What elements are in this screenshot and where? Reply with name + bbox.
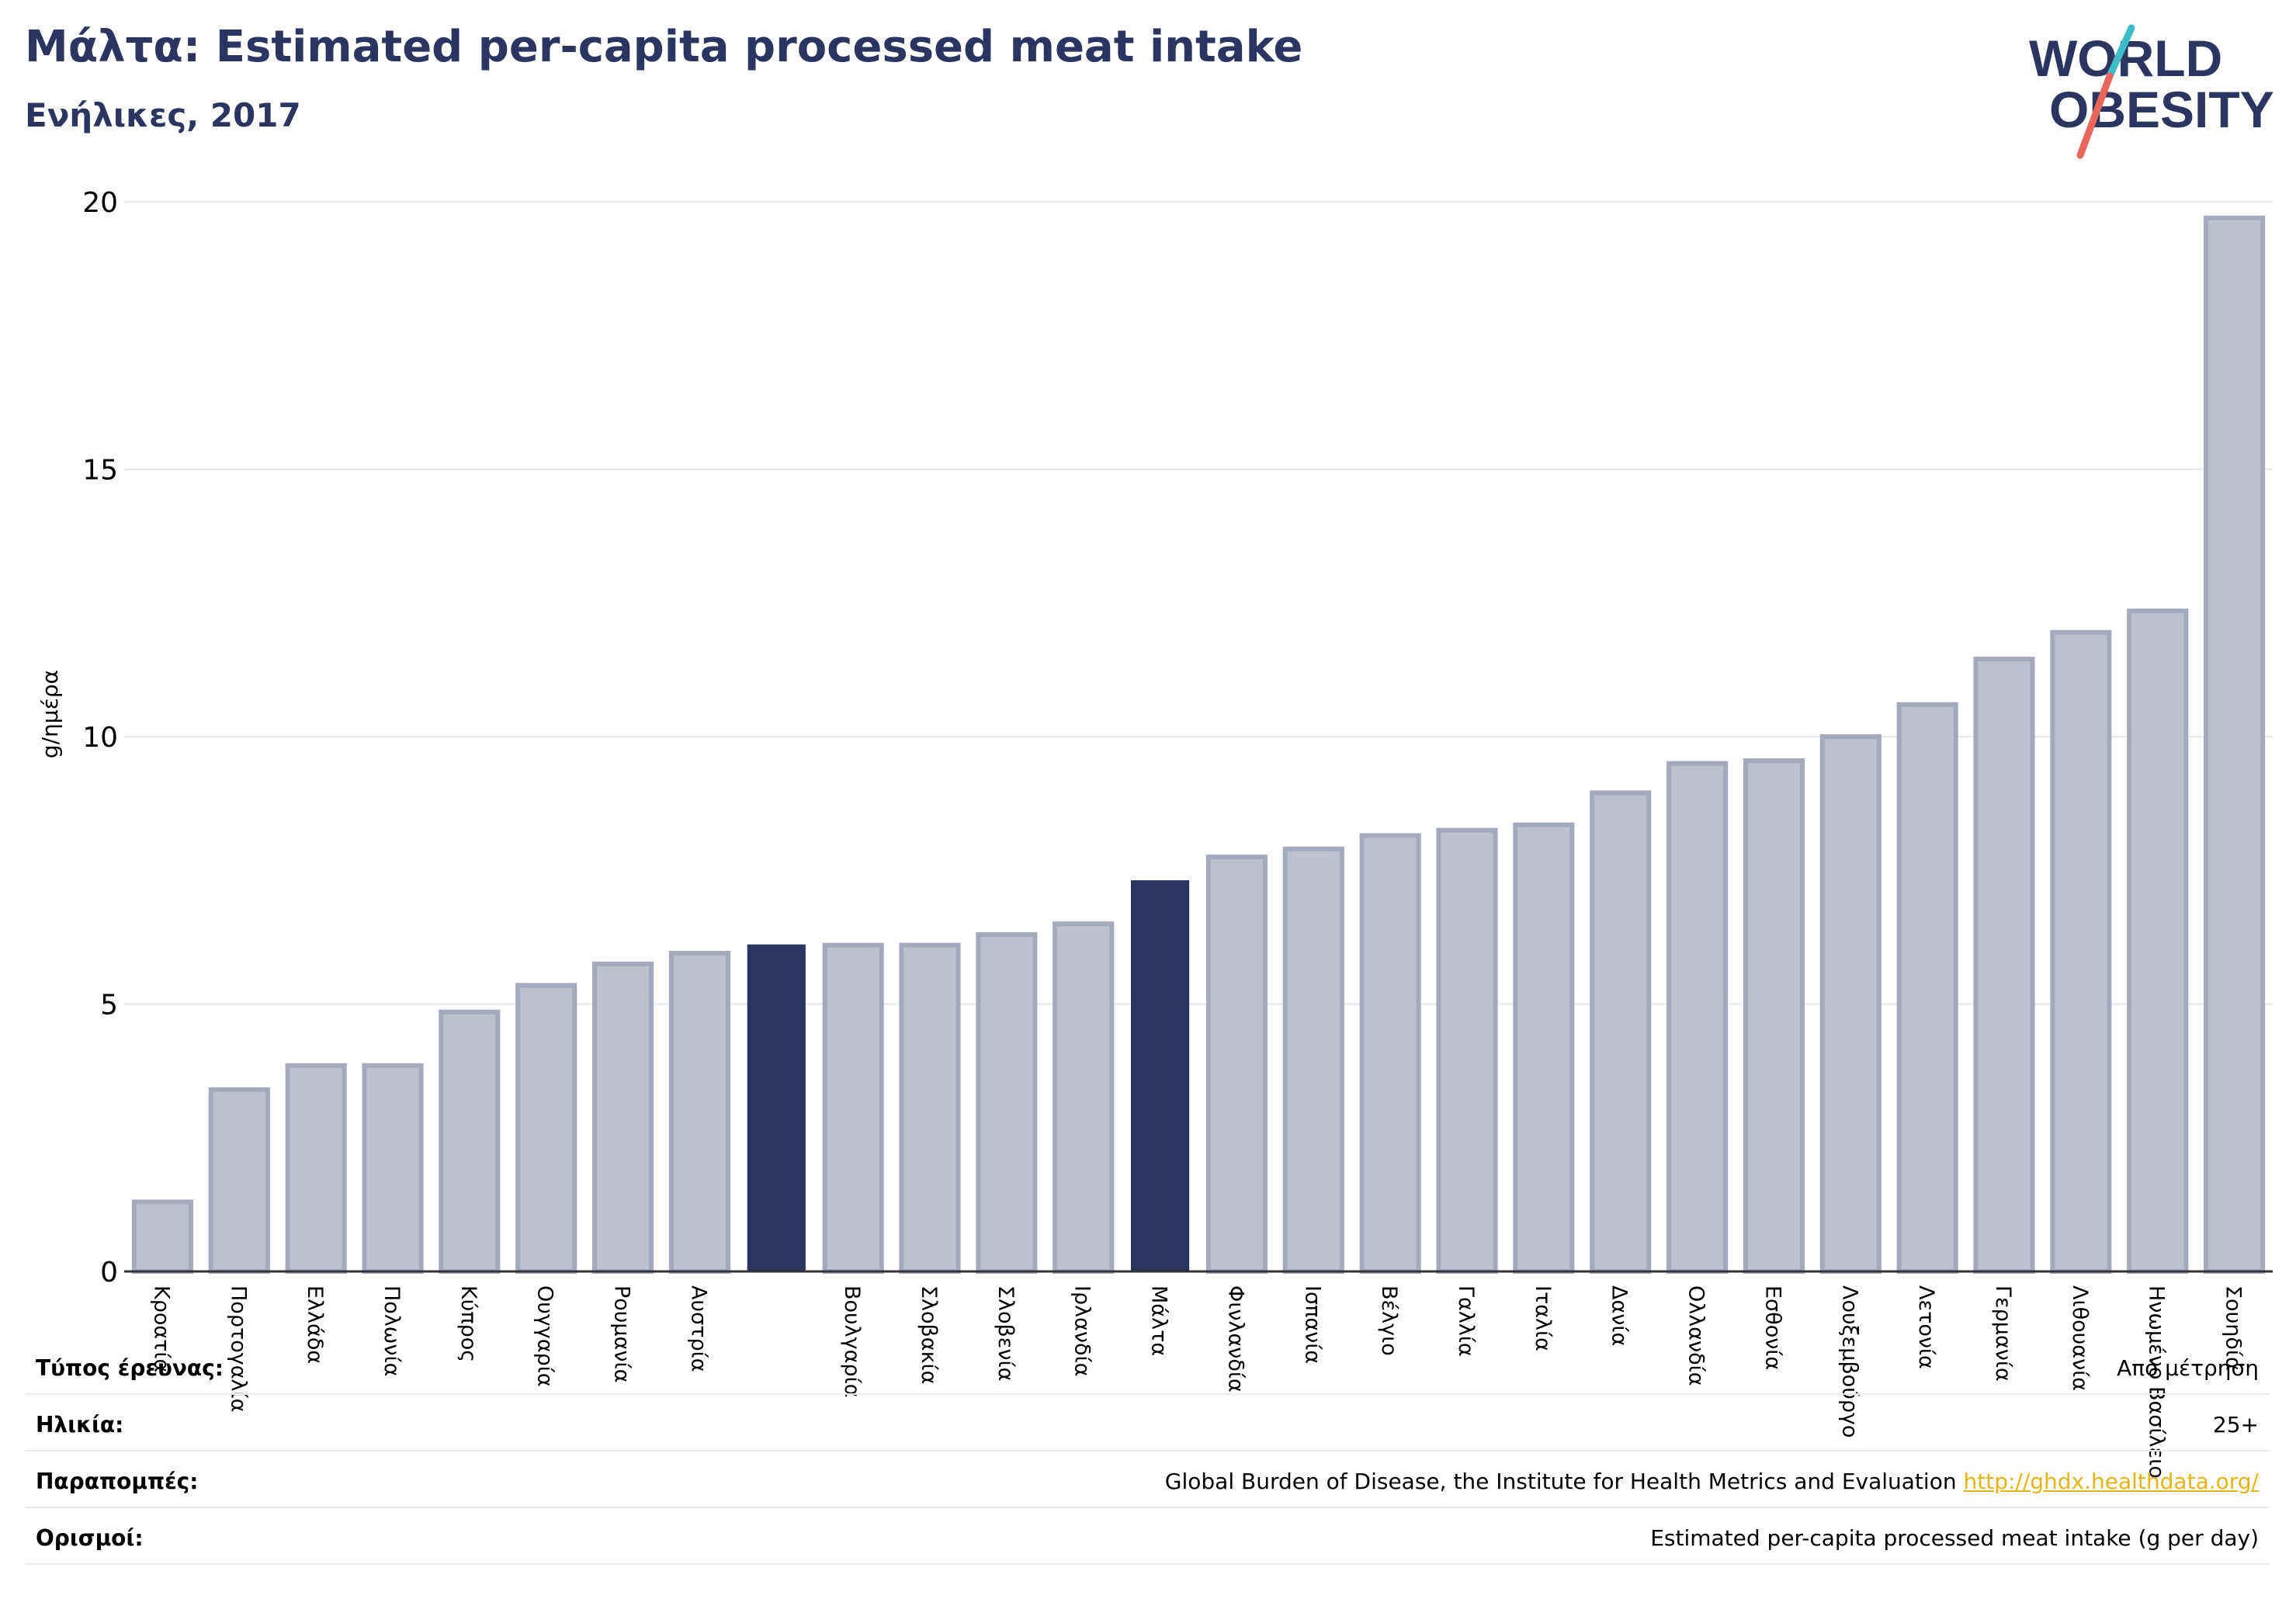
x-tick-label: Μάλτα bbox=[1147, 1285, 1171, 1356]
x-tick-label: Αυστρία bbox=[686, 1285, 710, 1372]
logo-slash-teal bbox=[2106, 24, 2135, 80]
bar bbox=[1205, 855, 1268, 1274]
x-tick-label: Ηνωμένο Βασίλειο bbox=[2145, 1285, 2169, 1479]
bar bbox=[131, 1199, 194, 1275]
references-link[interactable]: http://ghdx.healthdata.org/ bbox=[1963, 1469, 2259, 1494]
x-tick-label: Ιρλανδία bbox=[1070, 1285, 1094, 1376]
bar bbox=[1590, 790, 1652, 1274]
x-tick-label: Σλοβενία bbox=[994, 1285, 1018, 1381]
bar bbox=[285, 1063, 347, 1274]
x-tick-label: Λουξεμβούργο bbox=[1837, 1285, 1861, 1438]
bar bbox=[822, 942, 884, 1274]
bar bbox=[515, 983, 577, 1274]
x-tick-label: Γερμανία bbox=[1991, 1285, 2015, 1382]
x-tick-label: Κύπρος bbox=[456, 1285, 480, 1362]
x-tick-label: Ισπανία bbox=[1300, 1285, 1324, 1364]
y-tick-label: 10 bbox=[82, 722, 118, 754]
x-tick-label: Πορτογαλία bbox=[226, 1285, 250, 1412]
bar bbox=[668, 951, 731, 1275]
x-tick-label: Λετονία bbox=[1914, 1285, 1938, 1369]
logo-slash-red bbox=[2076, 72, 2114, 159]
info-table: Τύπος έρευνας: Από μέτρηση Ηλικία: 25+ Π… bbox=[25, 1338, 2270, 1565]
x-tick-label: Ιταλία bbox=[1531, 1285, 1555, 1351]
bar bbox=[439, 1009, 501, 1274]
age-value: 25+ bbox=[2212, 1412, 2259, 1438]
x-tick-label: Πολωνία bbox=[380, 1285, 404, 1376]
x-tick-label: Λιθουανία bbox=[2068, 1285, 2092, 1391]
x-tick-label: Ολλανδία bbox=[1684, 1285, 1708, 1386]
definitions-label: Ορισμοί: bbox=[36, 1525, 144, 1551]
references-label: Παραπομπές: bbox=[36, 1469, 199, 1494]
references-text: Global Burden of Disease, the Institute … bbox=[1164, 1469, 1957, 1494]
bar bbox=[1819, 734, 1882, 1274]
survey-type-value: Από μέτρηση bbox=[2117, 1355, 2259, 1381]
bar bbox=[1282, 846, 1344, 1274]
chart-title: Μάλτα: Estimated per-capita processed me… bbox=[25, 22, 1303, 72]
info-row-survey-type: Τύπος έρευνας: Από μέτρηση bbox=[25, 1338, 2270, 1395]
x-tick-label: Σλοβακία bbox=[917, 1285, 941, 1384]
age-label: Ηλικία: bbox=[36, 1412, 124, 1438]
bar bbox=[1513, 822, 1575, 1275]
bar bbox=[1743, 758, 1805, 1274]
bar bbox=[362, 1063, 424, 1274]
bar bbox=[2050, 630, 2112, 1274]
bar bbox=[1973, 657, 2035, 1274]
bar bbox=[976, 931, 1038, 1275]
y-tick-label: 0 bbox=[100, 1257, 118, 1289]
chart-subtitle: Ενήλικες, 2017 bbox=[25, 96, 301, 134]
bar bbox=[2127, 609, 2189, 1274]
info-row-references: Παραπομπές: Global Burden of Disease, th… bbox=[25, 1452, 2270, 1508]
x-tick-label: Κροατία bbox=[149, 1285, 173, 1372]
bar bbox=[899, 942, 961, 1274]
x-tick-label: Βέλγιο bbox=[1377, 1285, 1401, 1356]
references-value: Global Burden of Disease, the Institute … bbox=[1165, 1469, 2259, 1494]
bar bbox=[591, 961, 654, 1274]
definitions-value: Estimated per-capita processed meat inta… bbox=[1650, 1525, 2259, 1551]
bar bbox=[747, 944, 806, 1272]
bar bbox=[1359, 833, 1421, 1274]
bar bbox=[1130, 880, 1190, 1273]
x-tick-label: Φινλανδία bbox=[1223, 1285, 1247, 1393]
bar bbox=[1436, 827, 1498, 1274]
y-tick-label: 15 bbox=[82, 455, 118, 487]
x-tick-label: Ρουμανία bbox=[610, 1285, 634, 1382]
bar bbox=[1053, 921, 1115, 1275]
bar bbox=[1666, 761, 1729, 1274]
x-tick-label: Ουγγαρία bbox=[533, 1285, 557, 1387]
x-tick-label: Εσθονία bbox=[1760, 1285, 1784, 1370]
bar bbox=[2203, 215, 2266, 1274]
x-tick-label: Δανία bbox=[1608, 1285, 1632, 1346]
y-axis-label: g/ημέρα bbox=[37, 670, 63, 758]
x-tick-label: Ελλάδα bbox=[303, 1285, 327, 1364]
world-obesity-logo: WORLD OBESITY bbox=[2029, 24, 2274, 159]
x-tick-label: Γαλλία bbox=[1454, 1285, 1478, 1357]
info-row-age: Ηλικία: 25+ bbox=[25, 1395, 2270, 1452]
bar bbox=[208, 1087, 270, 1274]
survey-type-label: Τύπος έρευνας: bbox=[36, 1355, 224, 1381]
info-row-definitions: Ορισμοί: Estimated per-capita processed … bbox=[25, 1508, 2270, 1565]
y-tick-label: 20 bbox=[82, 187, 118, 219]
bar bbox=[1896, 702, 1958, 1274]
y-tick-label: 5 bbox=[100, 990, 118, 1021]
x-tick-label: Σουηδία bbox=[2221, 1285, 2246, 1371]
x-tick-label: Βουλγαρία bbox=[840, 1285, 864, 1398]
